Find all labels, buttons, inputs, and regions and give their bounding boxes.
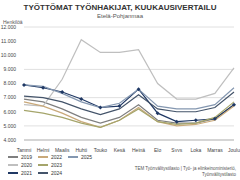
svg-text:Kesä: Kesä [114,147,126,152]
html-text:2025: 2025 [81,154,93,160]
svg-text:11.000: 11.000 [8,38,16,44]
html-text:2021: 2021 [21,170,33,176]
html-text:2020: 2020 [21,162,33,168]
svg-text:Elo: Elo [154,147,161,152]
html-text:Henkilöä: Henkilöä [3,19,23,25]
svg-text:Maalis: Maalis [55,147,70,152]
html-text:TEM Työnvälitystilasto | Työ-: TEM Työnvälitystilasto | Työ- ja elinkei… [134,166,236,177]
svg-text:9.000: 9.000 [8,66,16,72]
html-text:2024: 2024 [51,170,63,176]
svg-text:12.000: 12.000 [8,24,16,30]
svg-text:6.000: 6.000 [8,109,16,115]
svg-text:7.000: 7.000 [8,94,16,100]
html-text:2019: 2019 [21,154,33,160]
svg-text:Heinä: Heinä [132,147,145,152]
svg-text:Huhti: Huhti [75,147,87,152]
svg-text:4.000: 4.000 [8,137,16,143]
svg-text:10.000: 10.000 [8,52,16,58]
svg-text:Syys: Syys [171,147,182,152]
svg-text:Marras: Marras [207,147,223,152]
html-text:TYÖTTÖMAT TYÖNHAKIJAT, KUUKAUS: TYÖTTÖMAT TYÖNHAKIJAT, KUUKAUSIVERTAILU [23,3,217,12]
html-text:Etelä-Pohjanmaa: Etelä-Pohjanmaa [97,13,143,19]
svg-text:5.000: 5.000 [8,123,16,129]
svg-text:8.000: 8.000 [8,80,16,86]
html-text:2022: 2022 [51,154,63,160]
svg-text:Helmi: Helmi [37,147,50,152]
svg-text:Tammi: Tammi [17,147,32,152]
svg-text:Loka: Loka [190,147,201,152]
svg-text:Joulu: Joulu [228,147,232,152]
svg-text:Touko: Touko [94,147,108,152]
html-text:2023: 2023 [51,162,63,168]
